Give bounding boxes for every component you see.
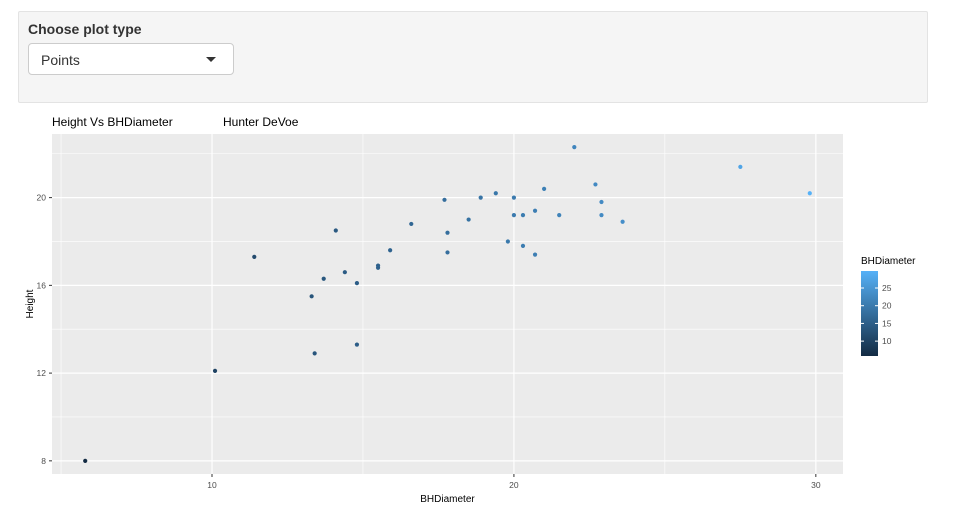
data-point [542, 186, 547, 191]
y-tick-label: 12 [37, 368, 47, 378]
data-point [520, 213, 526, 218]
data-point [409, 221, 414, 227]
data-point [557, 213, 562, 218]
y-tick-label: 20 [37, 193, 47, 203]
plot-title: Height Vs BHDiameter [52, 115, 173, 129]
x-tick-label: 30 [811, 480, 821, 490]
chevron-down-icon [206, 57, 216, 62]
plot-type-label: Choose plot type [28, 21, 142, 37]
x-tick-label: 10 [207, 480, 217, 490]
y-axis-title: Height [25, 289, 36, 318]
colorbar-tick-label: 15 [882, 318, 892, 328]
data-point [532, 252, 538, 257]
data-point [333, 228, 338, 233]
data-point [599, 213, 604, 218]
data-point [505, 239, 510, 244]
plot-panel [52, 134, 843, 474]
data-point [388, 248, 393, 253]
data-point [445, 230, 450, 235]
data-point [252, 254, 257, 259]
data-point [212, 368, 218, 374]
data-point [375, 263, 381, 268]
x-axis-title: BHDiameter [420, 494, 475, 505]
y-tick-label: 16 [37, 280, 47, 290]
data-point [83, 458, 88, 463]
colorbar [861, 271, 878, 356]
data-point [511, 195, 517, 200]
data-point [511, 213, 517, 218]
plot-type-select-value: Points [41, 52, 80, 68]
data-point [445, 250, 450, 255]
data-point [520, 243, 526, 248]
x-tick-label: 20 [509, 480, 519, 490]
data-point [620, 219, 625, 224]
data-point [354, 281, 360, 286]
data-point [572, 145, 577, 150]
colorbar-tick-label: 20 [882, 301, 892, 311]
colorbar-tick-label: 10 [882, 336, 892, 346]
data-point [309, 294, 314, 299]
legend-title: BHDiameter [861, 256, 916, 267]
data-point [593, 182, 598, 187]
data-point [478, 195, 483, 200]
y-tick-label: 8 [41, 456, 46, 466]
data-point [442, 197, 447, 202]
plot-author: Hunter DeVoe [223, 115, 299, 129]
data-point [354, 342, 360, 347]
data-point [321, 276, 326, 281]
data-point [807, 191, 812, 196]
data-point [532, 208, 538, 213]
control-panel: Choose plot type Points [18, 11, 928, 103]
data-point [312, 351, 317, 356]
data-point [738, 164, 743, 170]
data-point [342, 270, 347, 275]
data-point [599, 199, 604, 205]
data-point [493, 191, 498, 196]
colorbar-tick-label: 25 [882, 283, 892, 293]
plot-type-select[interactable]: Points [28, 43, 234, 75]
data-point [466, 217, 471, 222]
